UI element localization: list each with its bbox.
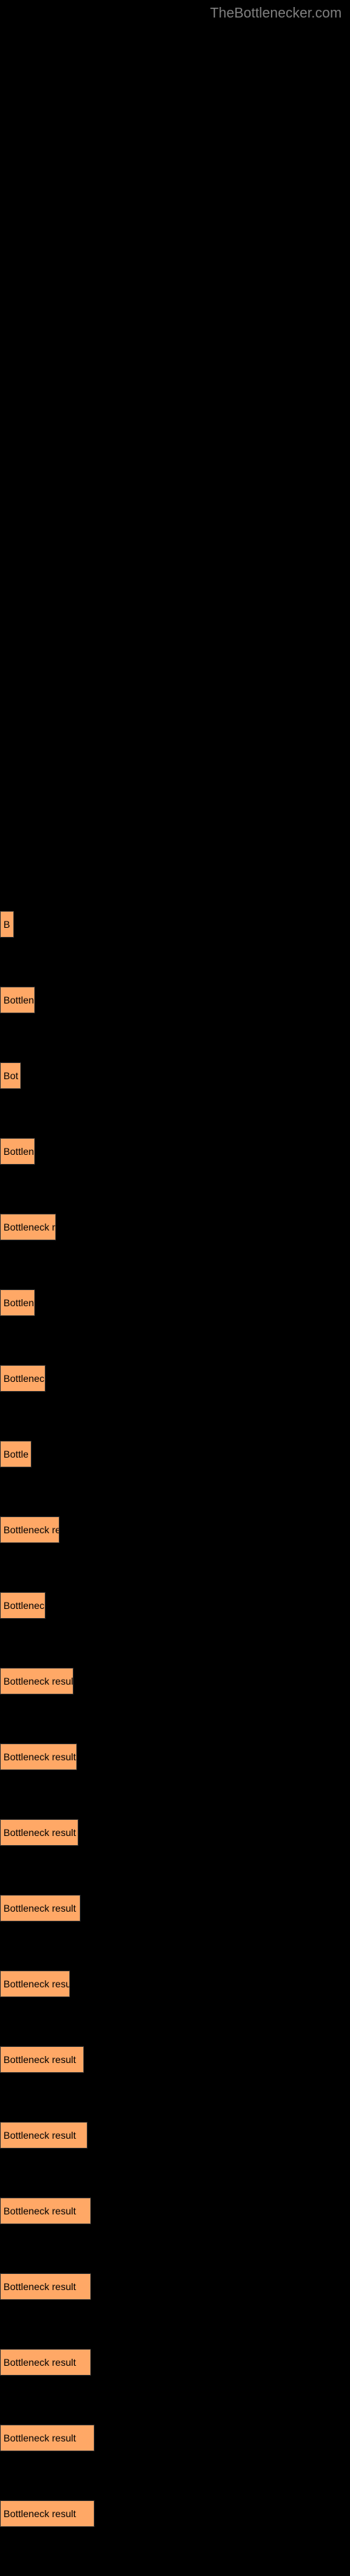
bar-label: Bottleneck result	[4, 2054, 76, 2065]
bar-row: Bottleneck re	[0, 1516, 350, 1543]
bar-label: Bottleneck result	[4, 1676, 73, 1687]
bar-label: Bottleneck result	[4, 2508, 76, 2519]
bar-row: B	[0, 911, 350, 938]
bar-label: Bottleneck result	[4, 2281, 76, 2292]
bar-row: Bottleneck result	[0, 2198, 350, 2224]
bar-label: Bottlen	[4, 1146, 34, 1157]
bar-row: Bottleneck result	[0, 1668, 350, 1694]
bar-row: Bottleneck r	[0, 1214, 350, 1240]
bar-row: Bottleneck result	[0, 1895, 350, 1921]
bar: Bottleneck result	[0, 1668, 74, 1694]
bar: Bottleneck result	[0, 2198, 91, 2224]
bar: Bot	[0, 1062, 21, 1089]
bar-row: Bottlenec	[0, 1592, 350, 1619]
bar-row: Bottleneck result	[0, 1819, 350, 1846]
bar-label: B	[4, 919, 10, 930]
bar: Bottlenec	[0, 1365, 46, 1392]
bar: Bottleneck result	[0, 2425, 94, 2451]
bar-label: Bottlenec	[4, 1600, 44, 1611]
bar-label: Bottleneck result	[4, 2357, 76, 2368]
bar-label: Bottleneck resu	[4, 1978, 69, 1989]
bar: Bottleneck result	[0, 2349, 91, 2376]
chart-container: B Bottlen Bot Bottlen Bottleneck r Bottlen Bot…	[0, 0, 350, 2527]
bar-label: Bottleneck result	[4, 2205, 76, 2217]
bar-row: Bottleneck result	[0, 2046, 350, 2073]
bar-label: Bottleneck result	[4, 1827, 76, 1838]
bar-row: Bottlen	[0, 1138, 350, 1165]
bar: Bottlen	[0, 1289, 35, 1316]
bar: Bottleneck result	[0, 2500, 94, 2527]
watermark-text: TheBottlenecker.com	[210, 6, 342, 22]
bar-label: Bottleneck re	[4, 1524, 59, 1535]
bar-label: Bottlen	[4, 994, 34, 1006]
bar: Bottleneck re	[0, 1516, 59, 1543]
bar-row: Bottleneck result	[0, 1743, 350, 1770]
bar-label: Bottleneck result	[4, 1903, 76, 1914]
bar-label: Bottleneck result	[4, 2130, 76, 2141]
bar-row: Bottle	[0, 1441, 350, 1467]
bar-label: Bot	[4, 1070, 18, 1081]
bar: Bottlen	[0, 1138, 35, 1165]
bar-row: Bottlen	[0, 1289, 350, 1316]
bar-label: Bottlenec	[4, 1373, 44, 1384]
bar-label: Bottleneck r	[4, 1221, 55, 1233]
bar: Bottleneck result	[0, 1895, 80, 1921]
bar-row: Bottleneck result	[0, 2273, 350, 2300]
bar: Bottleneck result	[0, 2046, 84, 2073]
bar: Bottlen	[0, 987, 35, 1013]
bar: Bottle	[0, 1441, 31, 1467]
bar: Bottleneck resu	[0, 1971, 70, 1997]
bar-row: Bottleneck result	[0, 2349, 350, 2376]
bar-row: Bottlen	[0, 987, 350, 1013]
bar: Bottleneck r	[0, 1214, 56, 1240]
bar-label: Bottleneck result	[4, 1751, 76, 1762]
bar-label: Bottle	[4, 1448, 29, 1460]
bar-row: Bottleneck result	[0, 2500, 350, 2527]
bar-row: Bottleneck result	[0, 2425, 350, 2451]
bar: Bottlenec	[0, 1592, 46, 1619]
bar: Bottleneck result	[0, 1743, 77, 1770]
bar: Bottleneck result	[0, 2273, 91, 2300]
bar-label: Bottleneck result	[4, 2432, 76, 2444]
bar: Bottleneck result	[0, 1819, 78, 1846]
bar-label: Bottlen	[4, 1297, 34, 1308]
bar-row: Bottleneck result	[0, 2122, 350, 2149]
bar-row: Bot	[0, 1062, 350, 1089]
bar: Bottleneck result	[0, 2122, 88, 2149]
bar-row: Bottleneck resu	[0, 1971, 350, 1997]
bar: B	[0, 911, 14, 938]
bar-row: Bottlenec	[0, 1365, 350, 1392]
